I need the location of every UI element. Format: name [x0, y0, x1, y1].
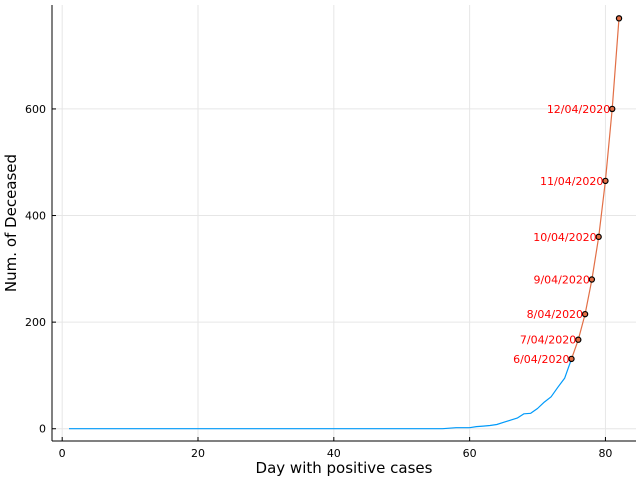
data-point-marker: [581, 310, 589, 318]
x-tick-label: 80: [598, 447, 612, 460]
point-annotation-label: 12/04/2020: [547, 103, 610, 116]
y-tick-label: 400: [25, 210, 46, 223]
data-point-marker: [575, 336, 582, 343]
point-annotation-label: 11/04/2020: [540, 175, 603, 188]
series-line-projected: [570, 18, 620, 360]
x-tick-label: 0: [59, 447, 66, 460]
axis-ticks: 0 20 40 60 80 0 200 400 600: [25, 103, 612, 460]
point-annotation-label: 6/04/2020: [513, 353, 569, 366]
series: [69, 15, 623, 430]
y-tick-label: 0: [39, 423, 46, 436]
y-tick-label: 600: [25, 103, 46, 116]
y-tick-label: 200: [25, 316, 46, 329]
series-line-observed: [69, 358, 573, 430]
point-annotation-label: 9/04/2020: [533, 273, 589, 286]
data-point-marker: [588, 276, 596, 283]
grid: [52, 5, 636, 441]
point-annotation-label: 10/04/2020: [533, 231, 596, 244]
data-point-marker: [602, 177, 609, 185]
data-point-marker: [568, 355, 575, 363]
data-point-marker: [615, 15, 623, 22]
x-axis-title: Day with positive cases: [256, 459, 433, 477]
data-point-marker: [595, 233, 602, 241]
data-point-marker: [609, 105, 616, 113]
x-tick-label: 20: [191, 447, 205, 460]
x-tick-label: 60: [463, 447, 477, 460]
annotations: 6/04/2020 7/04/2020 8/04/2020 9/04/2020 10/0…: [513, 103, 610, 366]
x-tick-label: 40: [327, 447, 341, 460]
y-axis-title: Num. of Deceased: [2, 154, 20, 292]
point-annotation-label: 7/04/2020: [520, 334, 576, 347]
point-annotation-label: 8/04/2020: [527, 308, 583, 321]
